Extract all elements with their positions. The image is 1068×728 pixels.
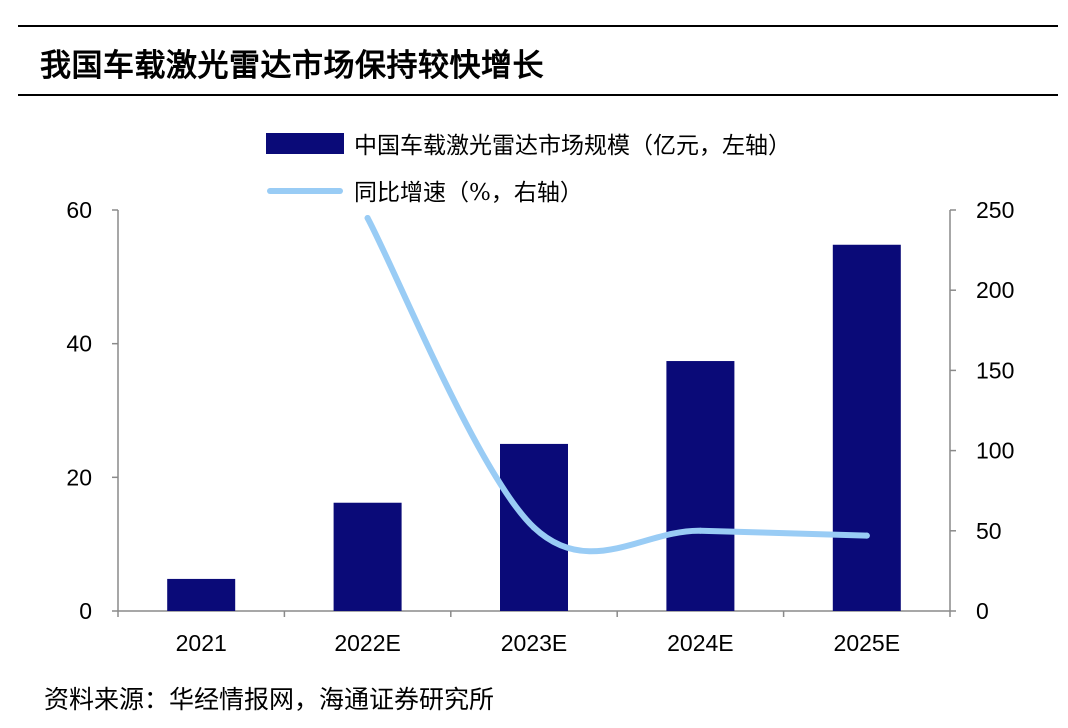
bar-2024E [666, 361, 735, 611]
growth-point [531, 524, 537, 531]
x-tick-label: 2024E [667, 630, 734, 656]
legend-line-label: 同比增速（%，右轴） [354, 180, 583, 206]
legend: 中国车载激光雷达市场规模（亿元，左轴） 同比增速（%，右轴） [266, 133, 791, 206]
tick-labels: 0 20 40 60 0 50 100 150 200 250 2021 2022E 2023E 2024… [66, 197, 1014, 656]
right-tick-label: 0 [976, 598, 989, 624]
x-tick-label: 2021 [176, 630, 227, 656]
left-tick-label: 20 [66, 464, 92, 490]
x-tick-label: 2023E [501, 630, 568, 656]
growth-line [364, 215, 870, 555]
right-tick-label: 50 [976, 518, 1002, 544]
growth-point [863, 532, 870, 539]
bar-series [167, 244, 901, 611]
top-rule [18, 25, 1058, 27]
line-series [364, 215, 870, 555]
bar-2025E [832, 244, 901, 611]
right-tick-label: 200 [976, 277, 1014, 303]
growth-point [697, 527, 704, 534]
left-tick-label: 40 [66, 331, 92, 357]
title-rule [18, 94, 1058, 96]
right-tick-label: 100 [976, 438, 1014, 464]
chart-title: 我国车载激光雷达市场保持较快增长 [40, 48, 544, 84]
x-tick-label: 2025E [834, 630, 901, 656]
growth-point [364, 215, 371, 222]
right-tick-label: 150 [976, 357, 1014, 383]
bar-2021 [167, 578, 236, 611]
source-note: 资料来源：华经情报网，海通证券研究所 [44, 685, 495, 714]
legend-bar-swatch [266, 133, 344, 154]
x-tick-label: 2022E [334, 630, 401, 656]
right-tick-label: 250 [976, 197, 1014, 223]
left-tick-label: 0 [79, 598, 92, 624]
bar-2022E [333, 502, 402, 611]
legend-bar-label: 中国车载激光雷达市场规模（亿元，左轴） [354, 133, 791, 159]
left-tick-label: 60 [66, 197, 92, 223]
